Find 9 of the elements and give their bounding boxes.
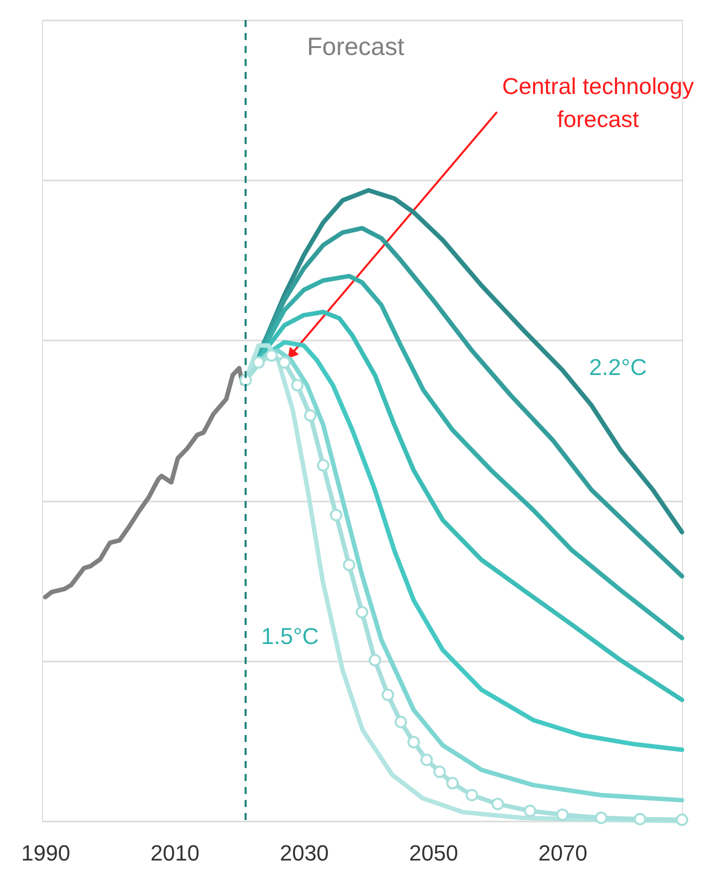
- annotation: 2.2°C: [589, 354, 647, 380]
- x-tick-label: 2070: [538, 840, 588, 866]
- ref-line-label: Forecast: [307, 33, 404, 61]
- x-tick-label: 2010: [150, 840, 200, 866]
- x-tick-label: 1990: [21, 840, 70, 866]
- x-tick-label: 2030: [280, 840, 329, 866]
- annotation: 1.5°C: [261, 623, 319, 649]
- x-tick-label: 2050: [409, 840, 458, 866]
- text: Central technology forecast: [502, 73, 694, 132]
